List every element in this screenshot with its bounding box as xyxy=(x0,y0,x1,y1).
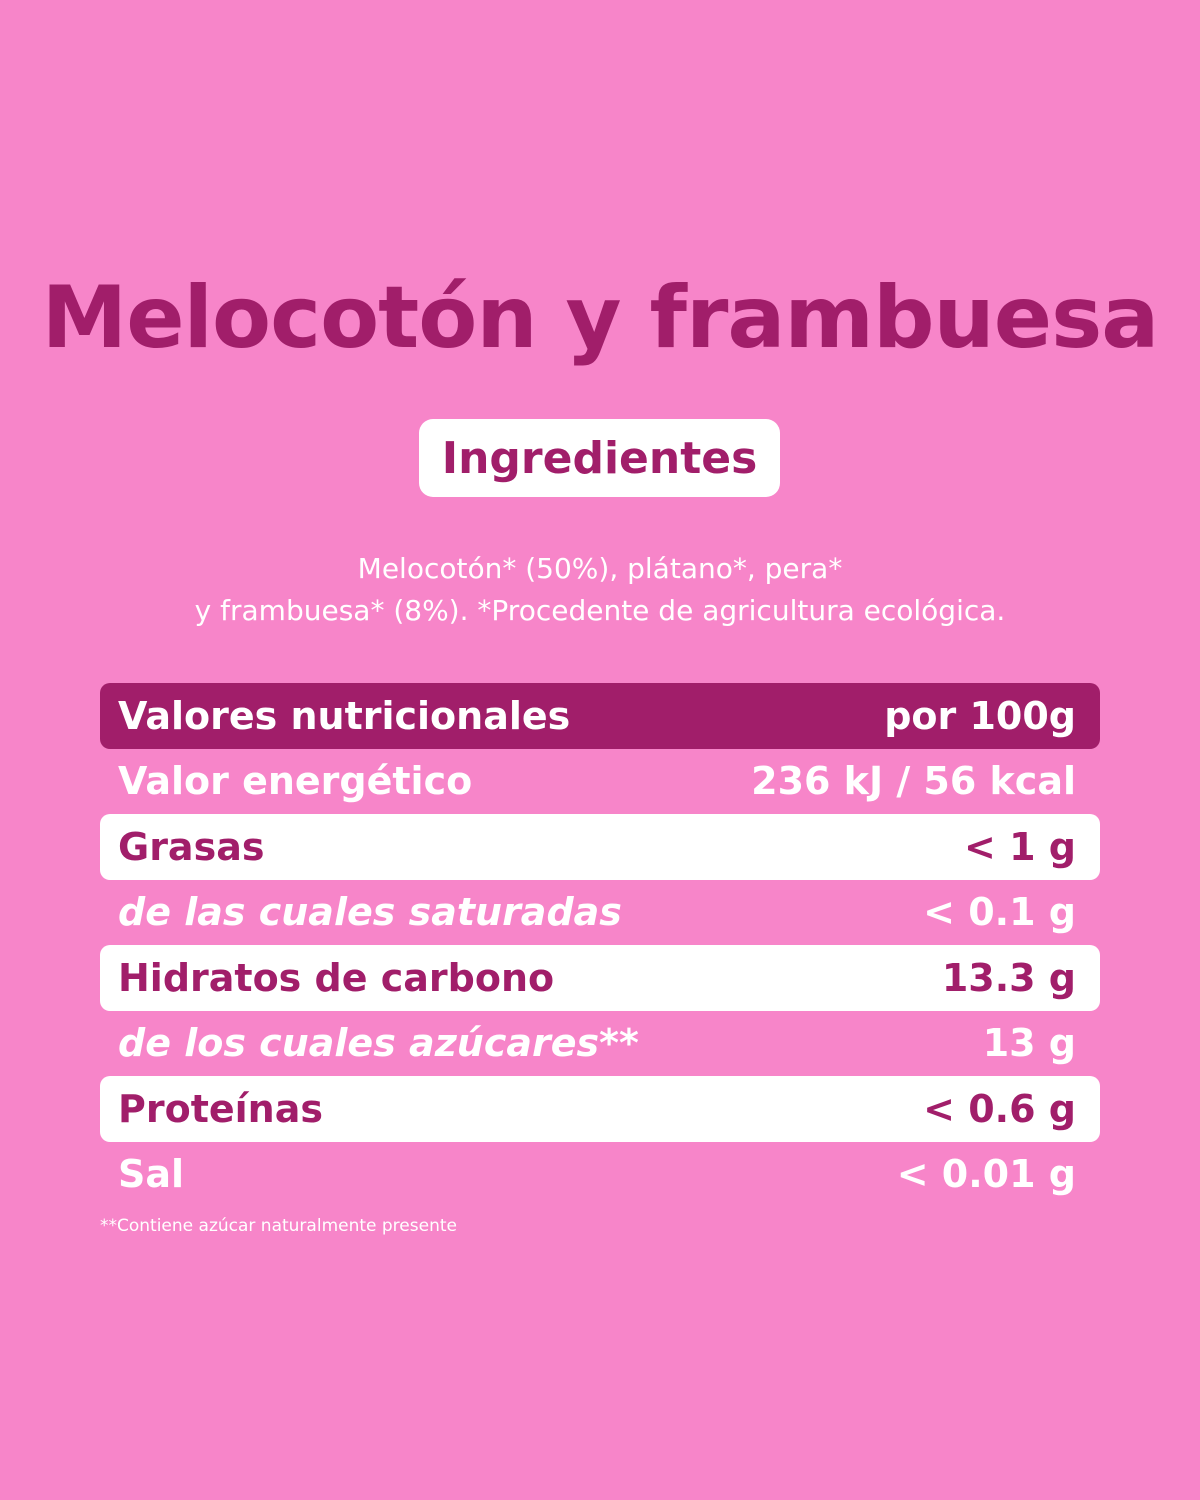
nutrient-name: Grasas xyxy=(118,824,265,869)
table-row: de los cuales azúcares** 13 g xyxy=(100,1011,1100,1077)
nutrient-value: < 0.1 g xyxy=(923,890,1076,935)
table-row: Grasas < 1 g xyxy=(100,814,1100,880)
table-row: Sal < 0.01 g xyxy=(100,1142,1100,1208)
nutrient-name: Valor energético xyxy=(118,759,473,804)
nutrient-name: Hidratos de carbono xyxy=(118,955,555,1000)
nutrient-value: < 0.6 g xyxy=(923,1086,1076,1131)
table-header: Valores nutricionales por 100g xyxy=(100,683,1100,749)
nutrient-name: Proteínas xyxy=(118,1086,323,1131)
nutrient-value: 236 kJ / 56 kcal xyxy=(751,759,1076,804)
nutrient-value: 13 g xyxy=(982,1021,1076,1066)
ingredients-line: y frambuesa* (8%). *Procedente de agricu… xyxy=(194,594,1006,627)
table-row: Hidratos de carbono 13.3 g xyxy=(100,945,1100,1011)
nutrient-name: de las cuales saturadas xyxy=(118,890,622,935)
footnote: **Contiene azúcar naturalmente presente xyxy=(100,1216,457,1236)
header-cell: Valores nutricionales xyxy=(118,693,571,738)
nutrition-table: Valores nutricionales por 100g Valor ene… xyxy=(100,683,1100,1207)
nutrient-value: < 1 g xyxy=(964,824,1076,869)
nutrient-name: Sal xyxy=(118,1152,185,1197)
table-row: Valor energético 236 kJ / 56 kcal xyxy=(100,749,1100,815)
ingredients: Melocotón* (50%), plátano*, pera* y fram… xyxy=(0,548,1200,632)
header-cell: por 100g xyxy=(884,693,1076,738)
nutrient-value: < 0.01 g xyxy=(896,1152,1076,1197)
nutrient-name: de los cuales azúcares** xyxy=(118,1021,639,1066)
ingredients-line: Melocotón* (50%), plátano*, pera* xyxy=(357,552,843,585)
table-row: de las cuales saturadas < 0.1 g xyxy=(100,880,1100,946)
table-row: Proteínas < 0.6 g xyxy=(100,1076,1100,1142)
title: Melocotón y frambuesa xyxy=(41,268,1160,368)
nutrient-value: 13.3 g xyxy=(941,955,1076,1000)
ingredients-label: Ingredientes xyxy=(419,419,780,497)
